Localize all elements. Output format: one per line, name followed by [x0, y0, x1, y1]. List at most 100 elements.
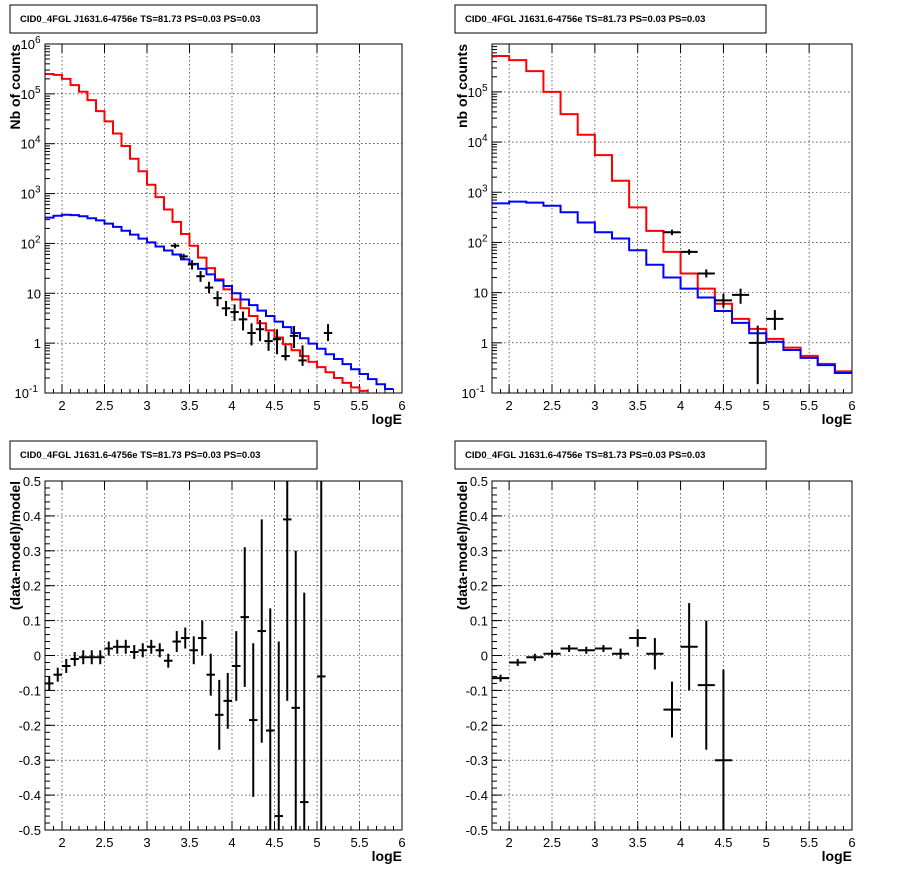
data-layer — [45, 73, 394, 392]
plot-area — [492, 44, 852, 393]
y-tick-label: -0.1 — [19, 683, 41, 698]
plot-frame — [491, 43, 853, 394]
x-tick-label: 6 — [398, 398, 405, 413]
plot-frame — [44, 480, 403, 831]
x-tick-label: 4 — [228, 398, 235, 413]
y-tick-label: 0.2 — [23, 579, 41, 594]
y-tick-label: 10 — [462, 386, 476, 401]
y-axis-title: (data-model)/model — [7, 481, 23, 610]
x-tick-label: 4 — [677, 835, 684, 850]
y-tick-label: -0.2 — [466, 718, 488, 733]
y-tick-exponent: 6 — [35, 35, 41, 46]
title-box — [9, 440, 318, 470]
title-box — [454, 4, 767, 34]
y-tick-label: 10 — [468, 85, 482, 100]
y-tick-label: 10 — [21, 87, 35, 102]
x-tick-label: 2.5 — [95, 398, 113, 413]
x-tick-label: 4.5 — [714, 835, 732, 850]
x-tick-label: 4 — [228, 835, 235, 850]
series-1-line — [45, 213, 394, 391]
x-tick-label: 5.5 — [350, 398, 368, 413]
residual-panel-right: CID0_4FGL J1631.6-4756e TS=81.73 PS=0.03… — [454, 440, 856, 864]
y-tick-label: 0 — [481, 649, 488, 664]
x-axis-title: logE — [822, 848, 852, 864]
x-tick-label: 4.5 — [714, 398, 732, 413]
y-tick-label: 10 — [468, 185, 482, 200]
chart-title: CID0_4FGL J1631.6-4756e TS=81.73 PS=0.03… — [465, 450, 705, 461]
residual-panel-left: CID0_4FGL J1631.6-4756e TS=81.73 PS=0.03… — [7, 440, 406, 864]
plot-area — [45, 481, 402, 830]
x-tick-label: 3.5 — [180, 835, 198, 850]
plot-frame — [491, 480, 853, 831]
series-0-line — [492, 54, 852, 373]
x-tick-label: 2 — [58, 398, 65, 413]
y-tick-label: -0.4 — [19, 788, 41, 803]
y-tick-label: -0.3 — [19, 753, 41, 768]
y-tick-exponent: 5 — [482, 83, 488, 94]
y-tick-exponent: -1 — [476, 384, 485, 395]
y-tick-label: 0.3 — [470, 544, 488, 559]
x-tick-label: 5.5 — [800, 835, 818, 850]
x-axis-title: logE — [822, 411, 852, 427]
y-tick-label: -0.3 — [466, 753, 488, 768]
data-layer — [45, 481, 326, 830]
y-tick-label: 0.5 — [470, 474, 488, 489]
x-tick-label: 3.5 — [629, 835, 647, 850]
x-axis-title: logE — [372, 411, 402, 427]
y-axis-title: (data-model)/model — [454, 481, 470, 610]
x-tick-label: 4.5 — [265, 835, 283, 850]
x-tick-label: 5 — [313, 835, 320, 850]
y-tick-label: 0 — [34, 649, 41, 664]
x-tick-label: 5 — [763, 398, 770, 413]
x-tick-label: 2.5 — [95, 835, 113, 850]
x-tick-label: 3 — [143, 835, 150, 850]
y-tick-exponent: 4 — [35, 135, 41, 146]
y-tick-label: 0.1 — [23, 614, 41, 629]
counts-panel-right: CID0_4FGL J1631.6-4756e TS=81.73 PS=0.03… — [454, 4, 856, 427]
y-tick-label: 10 — [21, 187, 35, 202]
x-tick-label: 6 — [398, 835, 405, 850]
x-axis-title: logE — [372, 848, 402, 864]
x-tick-label: 3 — [143, 398, 150, 413]
y-tick-label: -0.5 — [19, 823, 41, 838]
x-tick-label: 5 — [763, 835, 770, 850]
y-tick-label: 0.4 — [23, 509, 41, 524]
x-tick-label: 2.5 — [543, 835, 561, 850]
data-layer — [492, 603, 732, 830]
y-tick-label: 0.5 — [23, 474, 41, 489]
y-tick-label: 10 — [21, 236, 35, 251]
y-tick-label: 10 — [21, 137, 35, 152]
chart-title: CID0_4FGL J1631.6-4756e TS=81.73 PS=0.03… — [20, 14, 260, 25]
y-tick-label: 0.1 — [470, 614, 488, 629]
y-tick-exponent: 3 — [482, 183, 488, 194]
title-box — [9, 4, 318, 34]
x-tick-label: 3 — [591, 398, 598, 413]
x-tick-label: 3.5 — [180, 398, 198, 413]
chart-title: CID0_4FGL J1631.6-4756e TS=81.73 PS=0.03… — [20, 450, 260, 461]
x-tick-label: 6 — [848, 835, 855, 850]
y-tick-exponent: 3 — [35, 185, 41, 196]
x-tick-label: 5 — [313, 398, 320, 413]
chart-title: CID0_4FGL J1631.6-4756e TS=81.73 PS=0.03… — [465, 14, 705, 25]
y-tick-label: 0.2 — [470, 579, 488, 594]
x-tick-label: 2 — [506, 398, 513, 413]
y-tick-label: -0.4 — [466, 788, 488, 803]
x-tick-label: 2 — [506, 835, 513, 850]
data-layer — [492, 54, 852, 385]
x-tick-label: 4.5 — [265, 398, 283, 413]
x-tick-label: 5.5 — [800, 398, 818, 413]
y-tick-label: 10 — [468, 235, 482, 250]
series-0-line — [45, 73, 368, 392]
y-tick-label: 10 — [21, 37, 35, 52]
y-tick-exponent: 5 — [35, 85, 41, 96]
x-tick-label: 2.5 — [543, 398, 561, 413]
y-tick-exponent: -1 — [29, 384, 38, 395]
y-tick-label: 10 — [15, 386, 29, 401]
y-tick-label: 10 — [474, 286, 488, 301]
y-tick-label: 10 — [468, 135, 482, 150]
y-axis-title: Nb of counts — [7, 44, 23, 130]
y-tick-exponent: 4 — [482, 133, 488, 144]
x-tick-label: 6 — [848, 398, 855, 413]
y-tick-label: 0.4 — [470, 509, 488, 524]
